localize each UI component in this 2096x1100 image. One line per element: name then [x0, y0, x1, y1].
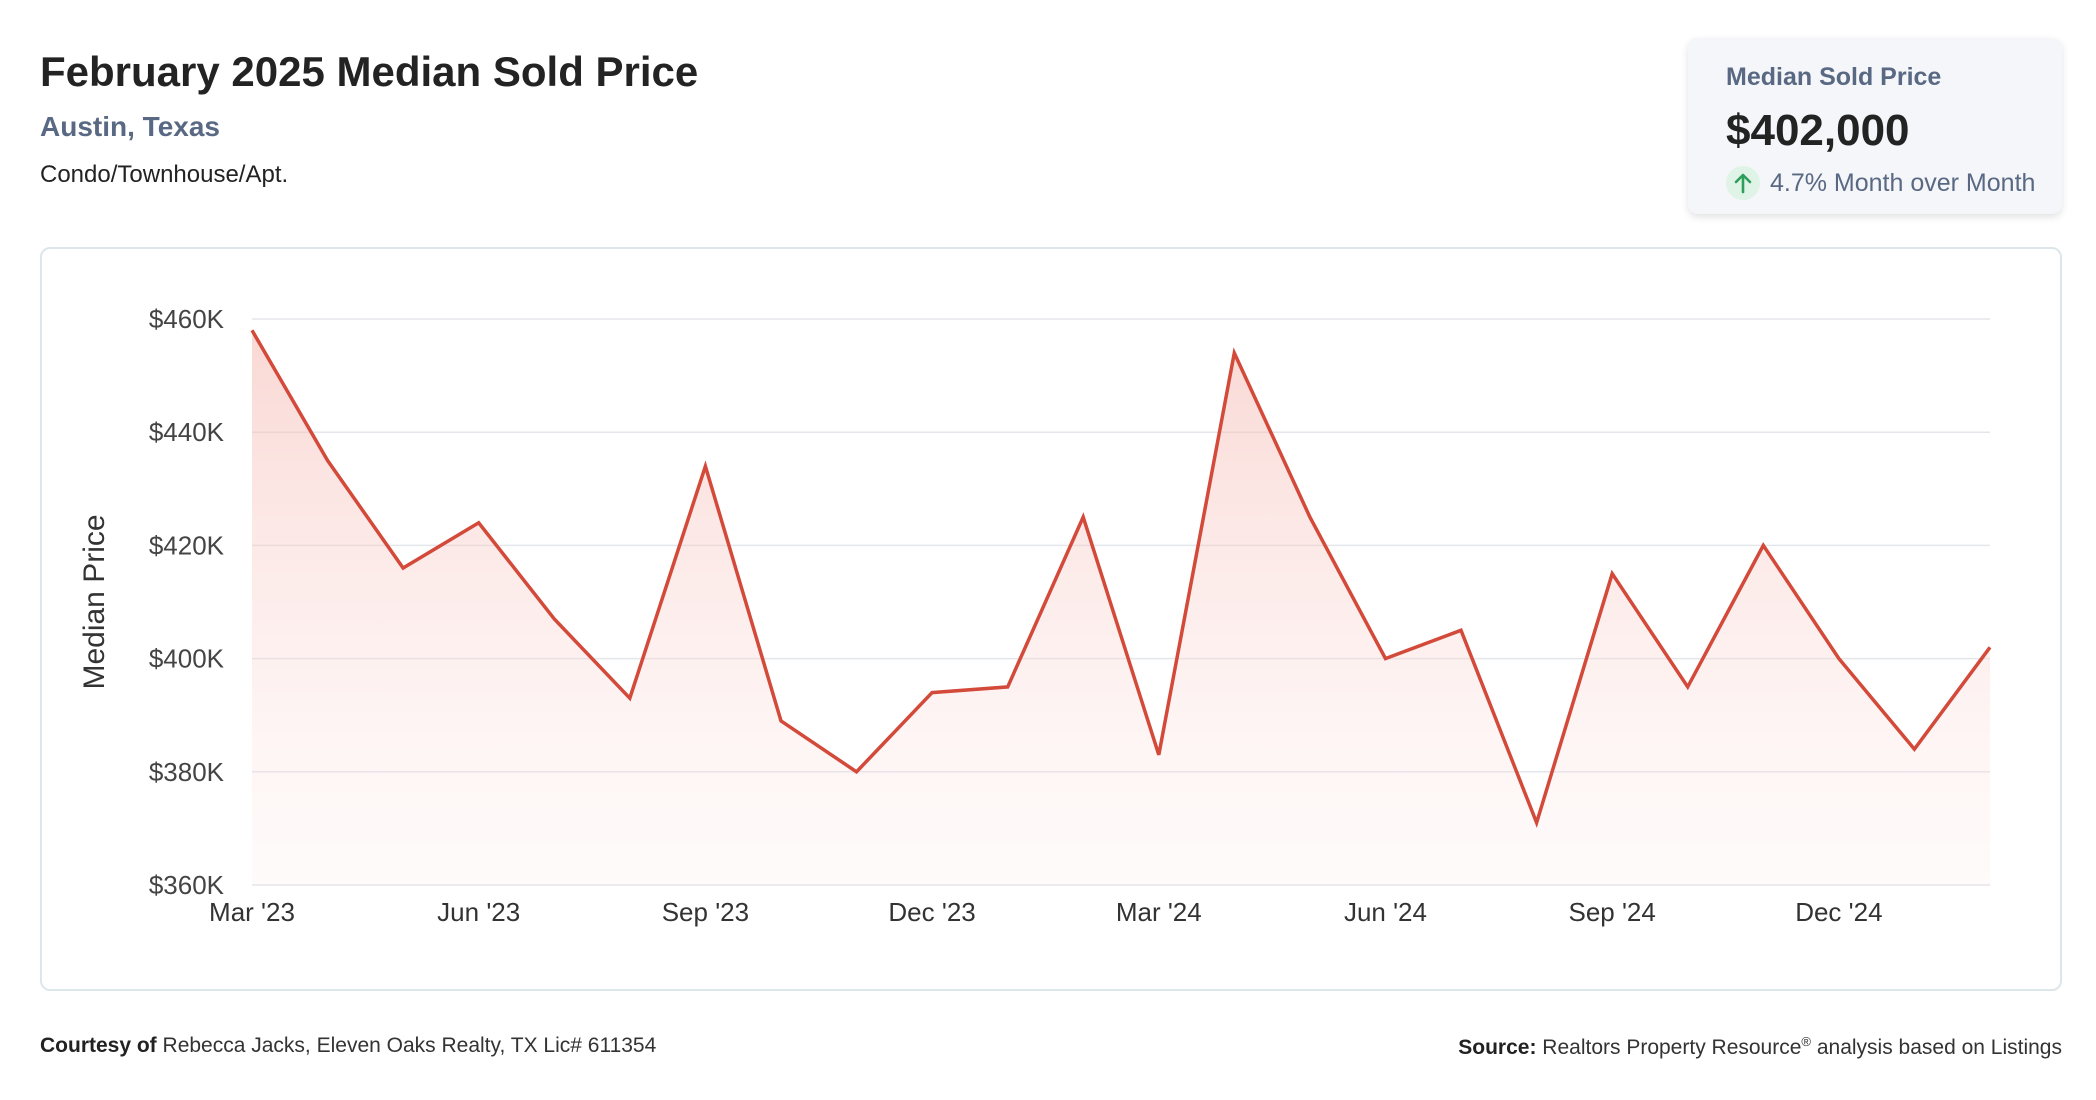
- source-text: Realtors Property Resource: [1542, 1036, 1802, 1059]
- x-tick-label: Dec '23: [888, 897, 975, 927]
- chart-panel: $360K $380K $400K $420K $440K $460K Mar '23 Ju…: [40, 247, 2062, 991]
- x-tick-label: Jun '23: [437, 897, 520, 927]
- source-footer: Source: Realtors Property Resource® anal…: [1458, 1034, 2062, 1060]
- source-label: Source:: [1458, 1036, 1537, 1059]
- y-tick-label: $460K: [149, 304, 225, 334]
- page-title: February 2025 Median Sold Price: [40, 48, 699, 95]
- y-tick-label: $360K: [149, 870, 225, 900]
- y-axis-title: Median Price: [78, 514, 111, 689]
- source-text-suffix: analysis based on Listings: [1811, 1036, 2062, 1059]
- y-tick-label: $420K: [149, 530, 225, 560]
- median-price-chart: $360K $380K $400K $420K $440K $460K Mar '23 Ju…: [78, 304, 1992, 927]
- x-tick-label: Mar '24: [1116, 897, 1202, 927]
- arrow-up-icon: [1726, 166, 1760, 200]
- series-line: [250, 329, 1992, 829]
- header: February 2025 Median Sold Price Austin, …: [40, 44, 698, 190]
- registered-mark: ®: [1801, 1034, 1811, 1049]
- location-subtitle: Austin, Texas: [40, 111, 220, 142]
- x-tick-label: Sep '23: [662, 897, 749, 927]
- stat-value: $402,000: [1726, 106, 1910, 155]
- y-tick-label: $380K: [149, 757, 225, 787]
- stat-change-text: 4.7% Month over Month: [1770, 168, 2036, 197]
- median-price-stat-card: Median Sold Price $402,000 4.7% Month ov…: [1688, 38, 2062, 214]
- x-tick-label: Sep '24: [1568, 897, 1655, 927]
- x-tick-label: Jun '24: [1344, 897, 1427, 927]
- area-fill: [252, 330, 1990, 885]
- stat-label: Median Sold Price: [1726, 63, 1942, 91]
- property-type-label: Condo/Townhouse/Apt.: [40, 161, 289, 188]
- courtesy-text: Rebecca Jacks, Eleven Oaks Realty, TX Li…: [162, 1034, 657, 1057]
- x-tick-label: Dec '24: [1795, 897, 1882, 927]
- courtesy-label: Courtesy of: [40, 1034, 157, 1057]
- y-tick-label: $440K: [149, 417, 225, 447]
- y-tick-label: $400K: [149, 644, 225, 674]
- x-tick-label: Mar '23: [209, 897, 295, 927]
- stat-change-row: 4.7% Month over Month: [1726, 166, 2062, 200]
- courtesy-footer: Courtesy of Rebecca Jacks, Eleven Oaks R…: [40, 1034, 656, 1058]
